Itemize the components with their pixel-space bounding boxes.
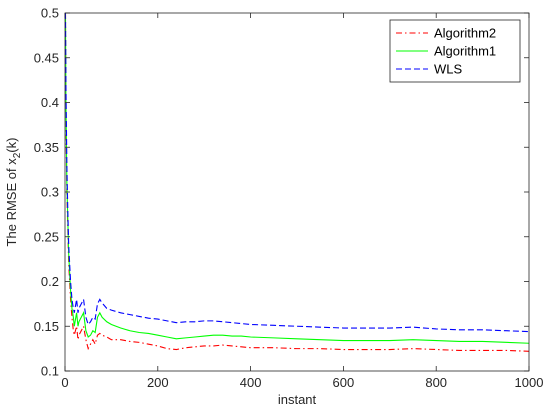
series-line-wls [64,12,530,333]
x-axis-label: instant [278,392,317,407]
series-line-algorithm2 [64,12,530,352]
y-tick-label: 0.25 [34,229,59,244]
y-axis-label-subscript: 2 [12,152,23,158]
y-tick-label: 0.3 [41,185,59,200]
y-axis-label-suffix: (k) [4,138,19,153]
y-tick-label: 0.1 [41,364,59,379]
legend-label: Algorithm2 [434,26,496,41]
legend-label: WLS [434,62,463,77]
series-line-algorithm1 [64,12,530,344]
legend-label: Algorithm1 [434,44,496,59]
y-tick-label: 0.45 [34,50,59,65]
y-axis-label: The RMSE of x2(k) [4,138,23,247]
x-tick-label: 400 [240,375,262,390]
y-tick-label: 0.4 [41,95,59,110]
y-tick-label: 0.15 [34,319,59,334]
x-tick-label: 600 [333,375,355,390]
x-axis: 0 200 400 600 800 1000 [61,13,543,390]
x-tick-label: 800 [425,375,447,390]
series-lines [64,12,530,352]
y-tick-label: 0.35 [34,140,59,155]
x-tick-label: 200 [147,375,169,390]
y-tick-label: 0.5 [41,6,59,21]
legend: Algorithm2 Algorithm1 WLS [389,19,521,83]
y-axis: 0.1 0.15 0.2 0.25 0.3 0.35 0.4 0.45 0.5 [34,6,529,379]
x-tick-label: 0 [61,375,68,390]
y-tick-label: 0.2 [41,274,59,289]
x-tick-label: 1000 [515,375,544,390]
